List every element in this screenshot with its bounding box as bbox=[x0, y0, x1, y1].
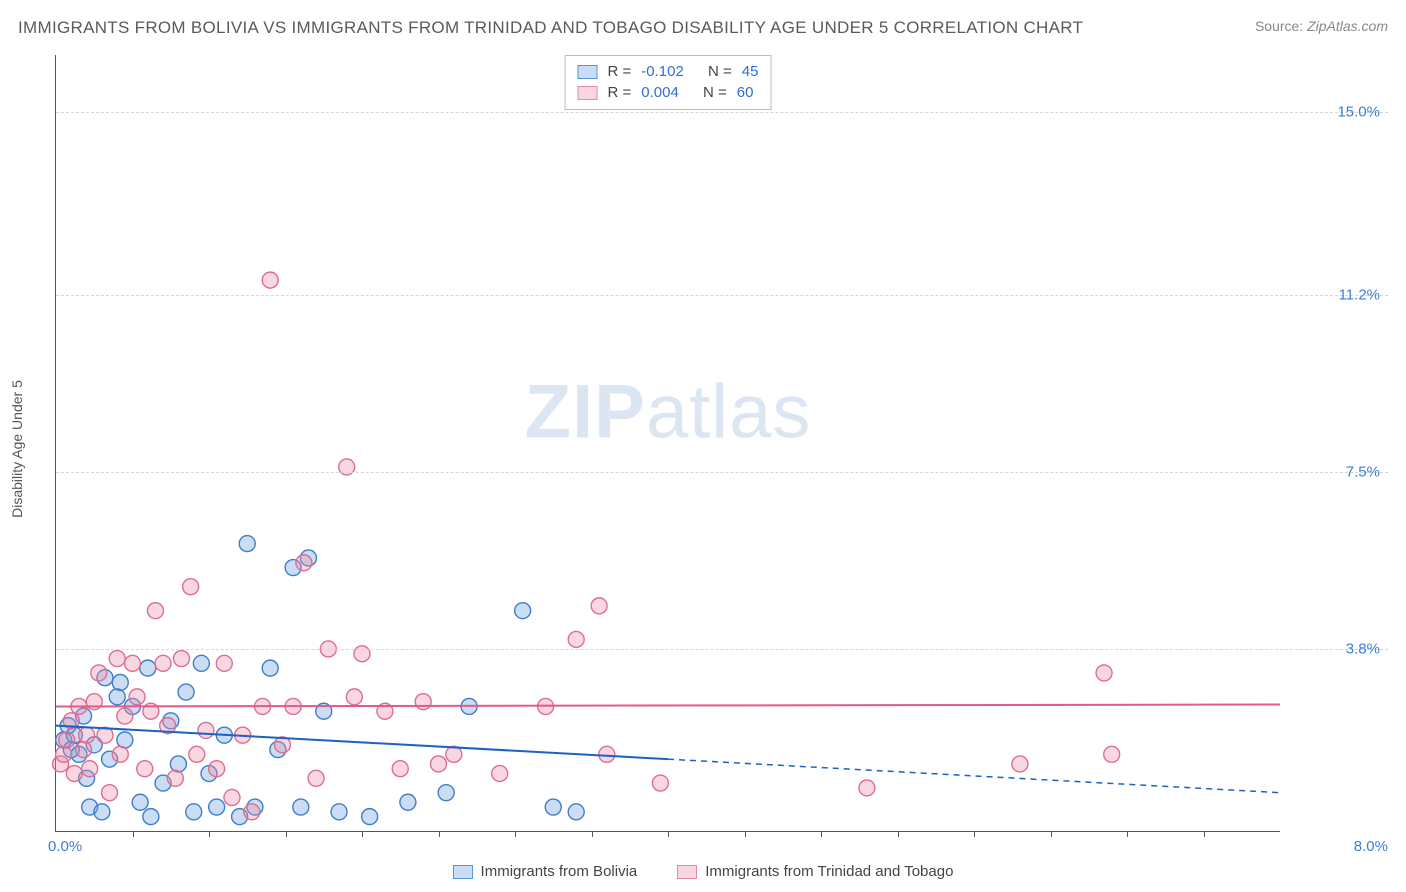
stat-r-label: R = bbox=[608, 82, 632, 103]
trend-layer bbox=[56, 55, 1280, 831]
stat-n-pink: 60 bbox=[737, 82, 754, 103]
stat-n-label: N = bbox=[703, 82, 727, 103]
trend-line-extension bbox=[668, 759, 1280, 793]
y-tick-label: 7.5% bbox=[1290, 463, 1380, 480]
x-tick bbox=[362, 831, 363, 837]
source-value: ZipAtlas.com bbox=[1307, 18, 1388, 34]
legend-stats-box: R = -0.102 N = 45 R = 0.004 N = 60 bbox=[565, 55, 772, 110]
swatch-blue-icon bbox=[578, 65, 598, 79]
x-tick bbox=[439, 831, 440, 837]
x-tick bbox=[515, 831, 516, 837]
stat-n-label: N = bbox=[708, 61, 732, 82]
x-max-label: 8.0% bbox=[1354, 838, 1388, 855]
stat-r-pink: 0.004 bbox=[641, 82, 679, 103]
legend-label-pink: Immigrants from Trinidad and Tobago bbox=[705, 863, 953, 880]
swatch-blue-icon bbox=[453, 865, 473, 879]
chart-title: IMMIGRANTS FROM BOLIVIA VS IMMIGRANTS FR… bbox=[18, 18, 1083, 38]
stat-n-blue: 45 bbox=[742, 61, 759, 82]
x-tick bbox=[209, 831, 210, 837]
stat-r-label: R = bbox=[608, 61, 632, 82]
trend-line bbox=[56, 726, 668, 760]
swatch-pink-icon bbox=[578, 86, 598, 100]
legend-label-blue: Immigrants from Bolivia bbox=[481, 863, 638, 880]
x-tick bbox=[133, 831, 134, 837]
grid-line bbox=[56, 295, 1388, 296]
stat-r-blue: -0.102 bbox=[641, 61, 684, 82]
y-tick-label: 3.8% bbox=[1290, 640, 1380, 657]
legend-item-blue: Immigrants from Bolivia bbox=[453, 863, 638, 880]
plot-area: ZIPatlas R = -0.102 N = 45 R = 0.004 N =… bbox=[55, 55, 1280, 832]
legend-item-pink: Immigrants from Trinidad and Tobago bbox=[677, 863, 953, 880]
x-tick bbox=[821, 831, 822, 837]
x-tick bbox=[1127, 831, 1128, 837]
x-tick bbox=[668, 831, 669, 837]
legend-stats-row-blue: R = -0.102 N = 45 bbox=[578, 61, 759, 82]
x-tick bbox=[974, 831, 975, 837]
y-tick-label: 11.2% bbox=[1290, 286, 1380, 303]
x-tick bbox=[745, 831, 746, 837]
x-tick bbox=[592, 831, 593, 837]
grid-line bbox=[56, 649, 1388, 650]
source-credit: Source: ZipAtlas.com bbox=[1255, 18, 1388, 34]
y-tick-label: 15.0% bbox=[1290, 104, 1380, 121]
x-origin-label: 0.0% bbox=[48, 838, 82, 855]
x-tick bbox=[1204, 831, 1205, 837]
trend-line bbox=[56, 705, 1280, 707]
source-label: Source: bbox=[1255, 18, 1303, 34]
swatch-pink-icon bbox=[677, 865, 697, 879]
y-axis-label: Disability Age Under 5 bbox=[9, 380, 25, 518]
chart-container: Disability Age Under 5 ZIPatlas R = -0.1… bbox=[45, 55, 1388, 842]
legend-stats-row-pink: R = 0.004 N = 60 bbox=[578, 82, 759, 103]
bottom-legend: Immigrants from Bolivia Immigrants from … bbox=[0, 863, 1406, 880]
x-tick bbox=[286, 831, 287, 837]
grid-line bbox=[56, 112, 1388, 113]
x-tick bbox=[1051, 831, 1052, 837]
x-tick bbox=[898, 831, 899, 837]
grid-line bbox=[56, 472, 1388, 473]
